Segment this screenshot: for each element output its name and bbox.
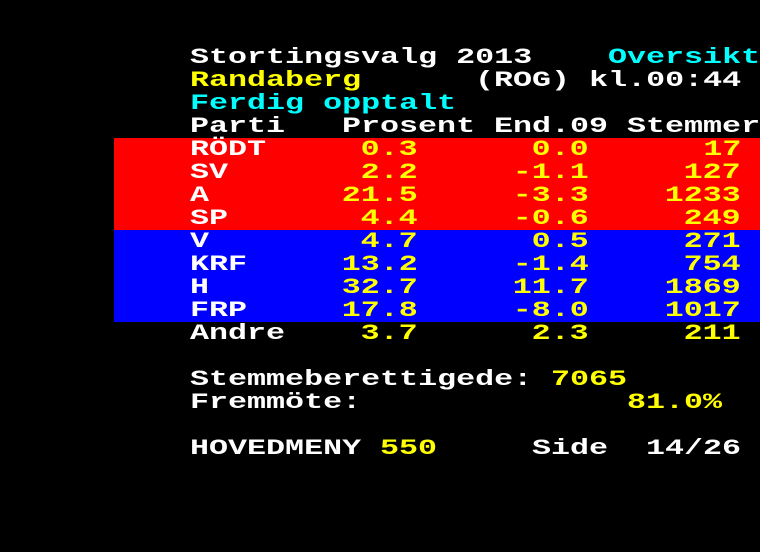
turnout-value: 81.0% bbox=[627, 390, 723, 415]
red-bloc-band bbox=[114, 138, 760, 230]
county-time: (ROG) kl.00:44 bbox=[475, 68, 742, 93]
party-change: -3.3 bbox=[512, 183, 589, 208]
party-change: 2.3 bbox=[531, 321, 589, 346]
party-name: KRF bbox=[190, 252, 248, 277]
party-votes: 249 bbox=[683, 206, 741, 231]
party-change: -8.0 bbox=[512, 298, 589, 323]
party-percent: 2.2 bbox=[360, 160, 418, 185]
party-name: SP bbox=[190, 206, 229, 231]
party-change: 0.0 bbox=[531, 137, 589, 162]
party-percent: 21.5 bbox=[341, 183, 418, 208]
column-header-votes: Stemmer bbox=[627, 114, 760, 139]
count-status: Ferdig opptalt bbox=[190, 91, 457, 116]
blue-bloc-band bbox=[114, 230, 760, 322]
party-percent: 4.7 bbox=[360, 229, 418, 254]
column-header-party: Parti bbox=[190, 114, 286, 139]
party-percent: 17.8 bbox=[341, 298, 418, 323]
party-change: 0.5 bbox=[531, 229, 589, 254]
party-votes: 1869 bbox=[664, 275, 741, 300]
page-title: Stortingsvalg 2013 bbox=[190, 45, 533, 70]
section-label: Oversikt bbox=[608, 45, 760, 70]
party-votes: 127 bbox=[683, 160, 741, 185]
side-label: Side bbox=[532, 436, 609, 461]
party-votes: 271 bbox=[683, 229, 741, 254]
party-name: FRP bbox=[190, 298, 248, 323]
party-percent: 3.7 bbox=[360, 321, 418, 346]
party-change: -1.4 bbox=[512, 252, 589, 277]
party-name: RÖDT bbox=[190, 137, 267, 162]
party-change: -0.6 bbox=[512, 206, 589, 231]
party-votes: 1017 bbox=[664, 298, 741, 323]
municipality: Randaberg bbox=[190, 68, 362, 93]
column-header-change: End.09 bbox=[494, 114, 609, 139]
main-menu-page[interactable]: 550 bbox=[380, 436, 438, 461]
party-name: SV bbox=[190, 160, 229, 185]
party-percent: 0.3 bbox=[360, 137, 418, 162]
party-votes: 211 bbox=[683, 321, 741, 346]
party-votes: 17 bbox=[702, 137, 741, 162]
party-percent: 13.2 bbox=[341, 252, 418, 277]
party-name: H bbox=[190, 275, 210, 300]
column-header-percent: Prosent bbox=[342, 114, 476, 139]
party-name: Andre bbox=[190, 321, 286, 346]
main-menu-label[interactable]: HOVEDMENY bbox=[190, 436, 362, 461]
side-value: 14/26 bbox=[646, 436, 742, 461]
party-percent: 32.7 bbox=[341, 275, 418, 300]
turnout-label: Fremmöte: bbox=[190, 390, 362, 415]
party-change: -1.1 bbox=[512, 160, 589, 185]
eligible-label: Stemmeberettigede: bbox=[190, 367, 533, 392]
party-name: V bbox=[190, 229, 210, 254]
eligible-value: 7065 bbox=[551, 367, 628, 392]
party-votes: 754 bbox=[683, 252, 741, 277]
party-name: A bbox=[190, 183, 210, 208]
party-percent: 4.4 bbox=[360, 206, 418, 231]
party-votes: 1233 bbox=[664, 183, 741, 208]
party-change: 11.7 bbox=[512, 275, 589, 300]
